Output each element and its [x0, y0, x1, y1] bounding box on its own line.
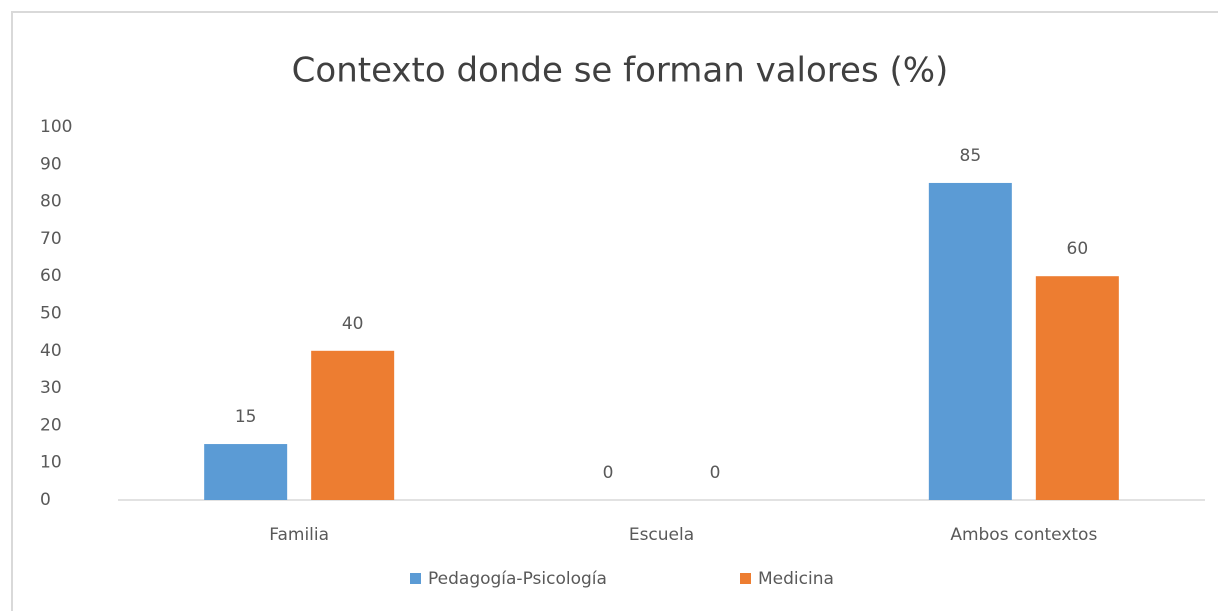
y-tick-label: 80 [40, 192, 62, 212]
x-tick-label: Escuela [629, 525, 694, 545]
x-tick-label: Ambos contextos [950, 525, 1097, 545]
data-label: 0 [603, 463, 614, 483]
y-tick-label: 40 [40, 341, 62, 361]
y-tick-label: 50 [40, 304, 62, 324]
x-tick-label: Familia [269, 525, 329, 545]
y-tick-label: 30 [40, 378, 62, 398]
y-tick-label: 90 [40, 154, 62, 174]
y-tick-label: 10 [40, 453, 62, 473]
bar [204, 444, 288, 500]
y-tick-label: 60 [40, 266, 62, 286]
bar [311, 350, 395, 500]
legend-label: Medicina [758, 569, 834, 589]
legend-swatch [740, 573, 751, 584]
legend-swatch [410, 573, 421, 584]
y-tick-label: 100 [40, 117, 72, 137]
data-label: 60 [1067, 239, 1089, 259]
data-label: 15 [235, 407, 257, 427]
chart-title: Contexto donde se forman valores (%) [292, 51, 949, 91]
y-tick-label: 70 [40, 229, 62, 249]
data-label: 40 [342, 314, 364, 334]
data-label: 0 [710, 463, 721, 483]
chart-frame [11, 11, 1218, 611]
legend-label: Pedagogía-Psicología [428, 569, 607, 589]
data-label: 85 [960, 146, 982, 166]
bar [928, 182, 1012, 500]
y-tick-label: 20 [40, 415, 62, 435]
y-tick-label: 0 [40, 490, 51, 510]
bar [1035, 276, 1119, 500]
